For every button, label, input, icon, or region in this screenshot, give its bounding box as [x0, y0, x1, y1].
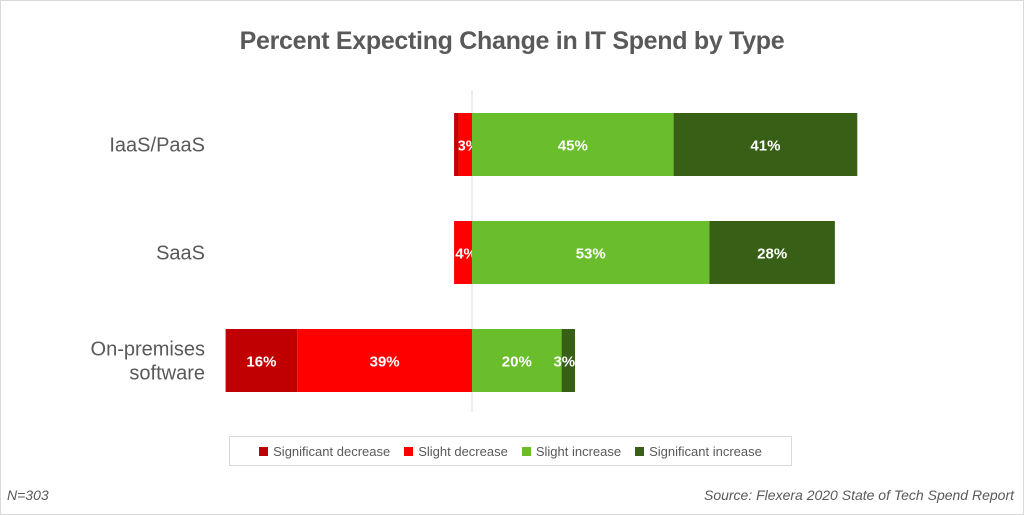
legend-swatch	[521, 446, 531, 456]
category-label-line: IaaS/PaaS	[109, 135, 205, 157]
bar-segment-slight-decrease	[458, 113, 472, 176]
legend-item: Significant decrease	[259, 444, 390, 459]
legend-item: Slight decrease	[404, 444, 508, 459]
bar-segment-significant-decrease	[225, 329, 298, 392]
legend-swatch	[259, 446, 269, 456]
data-label: 3%	[553, 354, 575, 371]
data-label: 28%	[757, 246, 787, 263]
bar-segment-slight-increase	[472, 329, 562, 392]
legend-label: Slight decrease	[418, 443, 508, 459]
legend-label: Significant increase	[649, 443, 762, 459]
category-label-line: On-premises	[91, 339, 205, 361]
bar-segment-slight-decrease	[454, 221, 472, 284]
data-label: 41%	[750, 138, 780, 155]
category-label-line: SaaS	[156, 243, 205, 265]
chart-legend: Significant decrease Slight decrease Sligh…	[229, 436, 792, 466]
bar-segment-slight-increase	[472, 221, 710, 284]
bar-segment-significant-decrease	[454, 113, 459, 176]
legend-swatch	[635, 446, 645, 456]
legend-label: Significant decrease	[273, 443, 391, 459]
source-note: Source: Flexera 2020 State of Tech Spend…	[703, 487, 1014, 503]
category-label: On-premises software	[91, 339, 205, 385]
data-label: 16%	[246, 354, 276, 371]
legend-swatch	[404, 446, 414, 456]
bar-segment-significant-increase	[561, 329, 576, 392]
chart-title: Percent Expecting Change in IT Spend by …	[239, 27, 785, 55]
data-label: 53%	[576, 246, 606, 263]
data-label: 45%	[558, 138, 588, 155]
sample-size-note: N=303	[7, 487, 49, 503]
bar-segment-significant-increase	[673, 113, 858, 176]
category-label: SaaS	[156, 243, 205, 265]
data-label: 4%	[455, 246, 477, 263]
category-label-line: software	[129, 363, 205, 385]
data-label: 39%	[370, 354, 400, 371]
legend-item: Slight increase	[521, 443, 622, 459]
category-label: IaaS/PaaS	[109, 135, 205, 157]
data-label: 20%	[502, 354, 532, 371]
bar-segment-slight-decrease	[297, 329, 472, 392]
bar-segment-slight-increase	[472, 113, 674, 176]
legend-label: Slight increase	[535, 443, 622, 459]
bar-segment-significant-increase	[709, 221, 835, 284]
legend-item: Significant increase	[635, 444, 762, 459]
